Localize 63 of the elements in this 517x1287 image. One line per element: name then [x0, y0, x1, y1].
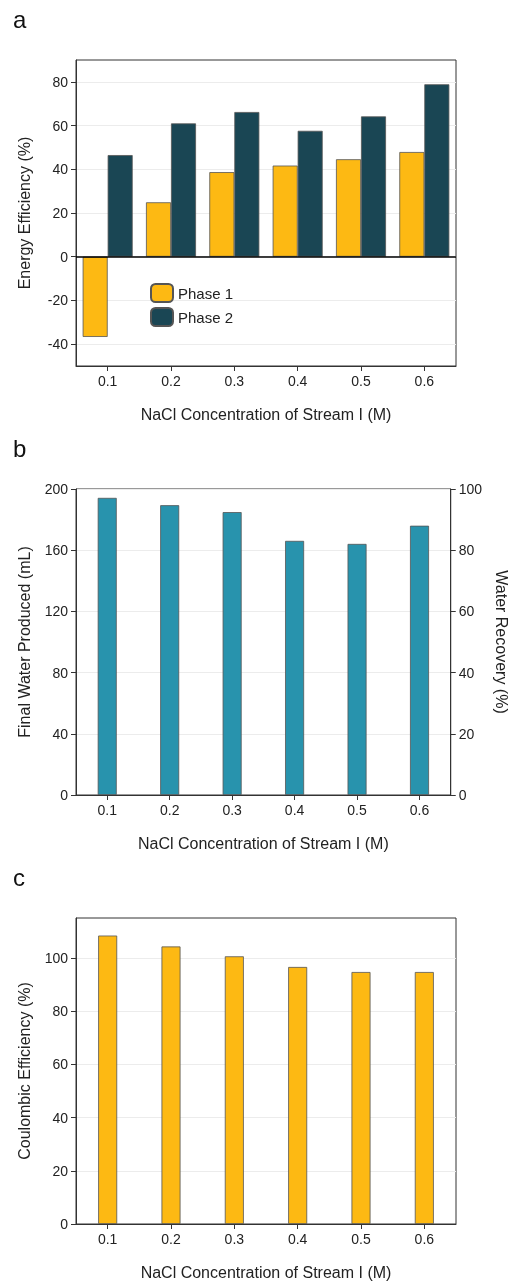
y-tick-label: 80 [52, 1003, 69, 1020]
x-tick-label: 0.3 [224, 373, 245, 389]
y-tick-label: 80 [52, 664, 69, 681]
bar [107, 155, 133, 257]
x-tick-label: 0.6 [414, 373, 435, 389]
x-axis-title: NaCl Concentration of Stream I (M) [140, 405, 392, 423]
x-tick-label: 0.1 [97, 1231, 118, 1247]
y2-tick-label: 20 [458, 725, 475, 742]
y-tick-label: 200 [44, 481, 69, 497]
x-tick-label: 0.4 [287, 1231, 308, 1247]
y2-axis-title: Water Recovery (%) [492, 570, 510, 714]
y-tick-label: 20 [52, 205, 69, 221]
bar [222, 512, 242, 795]
y-tick-label: 0 [60, 1216, 69, 1232]
bar [97, 497, 117, 795]
x-axis-title: NaCl Concentration of Stream I (M) [138, 834, 389, 852]
y-axis-title: Coulombic Efficiency (%) [15, 982, 33, 1160]
x-tick-label: 0.2 [161, 373, 181, 389]
x-axis-title: NaCl Concentration of Stream I (M) [140, 1263, 392, 1281]
chart-title: c [13, 863, 25, 891]
y-tick-label: -20 [47, 292, 69, 309]
y-tick-label: 40 [52, 161, 69, 178]
x-tick-label: 0.1 [97, 373, 118, 389]
y-tick-label: -40 [47, 336, 69, 353]
x-tick-label: 0.3 [224, 1231, 245, 1247]
y2-tick-label: 40 [458, 664, 475, 681]
bar [347, 543, 367, 795]
y-tick-label: 0 [60, 248, 69, 265]
legend-label: Phase 2 [178, 308, 234, 326]
y-axis-title: Final Water Produced (mL) [15, 546, 33, 738]
y-tick-label: 60 [52, 1056, 69, 1073]
y-axis-title: Energy Efficiency (%) [15, 136, 33, 290]
y-tick-label: 160 [44, 542, 69, 559]
y2-tick-label: 0 [458, 787, 467, 803]
y2-tick-label: 80 [458, 542, 475, 559]
x-tick-label: 0.1 [97, 802, 118, 818]
chart-title: b [13, 434, 27, 462]
y2-tick-label: 60 [458, 603, 475, 620]
x-tick-label: 0.2 [159, 802, 180, 818]
x-tick-label: 0.3 [222, 802, 243, 818]
x-tick-label: 0.5 [351, 1231, 371, 1247]
y-tick-label: 40 [52, 725, 69, 742]
bar [285, 540, 305, 795]
y-tick-label: 0 [60, 787, 69, 803]
x-tick-label: 0.4 [287, 373, 308, 389]
legend-label: Phase 1 [178, 284, 234, 302]
bar [82, 256, 108, 337]
y-tick-label: 100 [44, 949, 69, 966]
y-tick-label: 40 [52, 1109, 69, 1126]
x-tick-label: 0.5 [351, 373, 371, 389]
chart-title: a [13, 5, 27, 33]
y-tick-label: 120 [44, 603, 69, 620]
x-tick-label: 0.4 [284, 802, 305, 818]
x-tick-label: 0.6 [409, 802, 430, 818]
y-tick-label: 80 [52, 73, 69, 90]
y2-tick-label: 100 [458, 481, 483, 497]
x-tick-label: 0.5 [347, 802, 367, 818]
bar [410, 525, 430, 795]
x-tick-label: 0.6 [414, 1231, 435, 1247]
x-tick-label: 0.2 [161, 1231, 181, 1247]
y-tick-label: 60 [52, 117, 69, 134]
bar [160, 505, 180, 795]
y-tick-label: 20 [52, 1162, 69, 1179]
